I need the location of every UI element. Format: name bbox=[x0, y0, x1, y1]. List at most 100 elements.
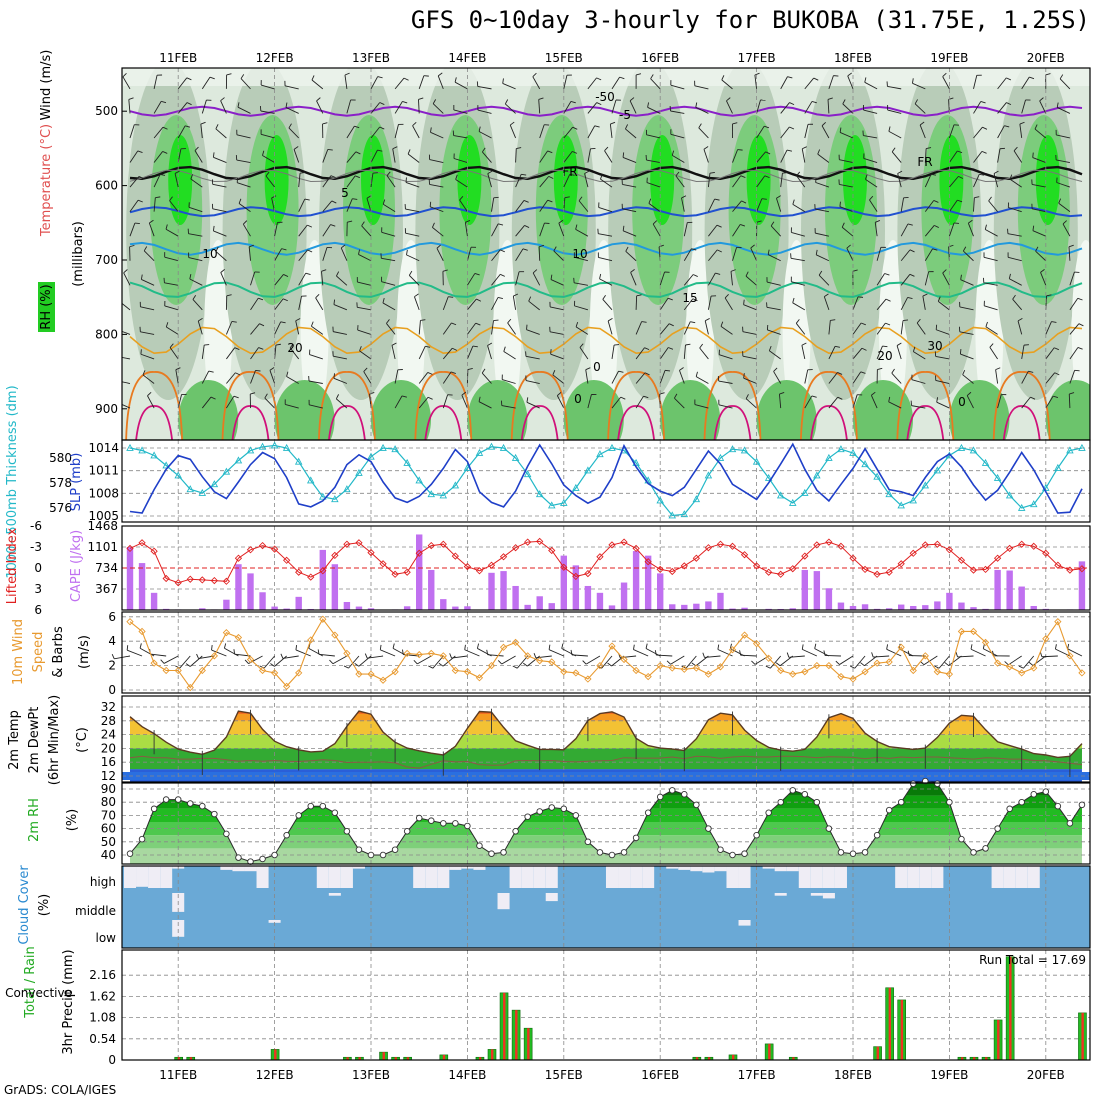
wind-barb bbox=[386, 175, 396, 188]
wind-barb-flag bbox=[726, 97, 731, 102]
wind-barb-flag bbox=[578, 196, 583, 202]
wind10m-speed-point bbox=[1006, 663, 1014, 671]
wind-barb bbox=[491, 320, 494, 335]
thickness-point bbox=[957, 443, 966, 451]
wind-barb bbox=[823, 296, 830, 310]
wind-barb bbox=[538, 99, 541, 114]
li-tick-label: -6 bbox=[30, 519, 42, 533]
wind-barb bbox=[309, 404, 323, 409]
wind-barb bbox=[466, 345, 474, 360]
wind-barb-flag bbox=[665, 369, 671, 372]
cape-bar bbox=[150, 592, 158, 610]
wind-barb-flag bbox=[614, 344, 620, 346]
temp2m-tick-label: 12 bbox=[101, 769, 116, 783]
wind-barb-flag bbox=[1040, 268, 1045, 273]
wind-barb-flag bbox=[386, 171, 391, 176]
wind-barb bbox=[949, 176, 959, 188]
wind-barb-flag bbox=[523, 200, 529, 203]
thickness-point bbox=[367, 452, 375, 460]
wind-barb bbox=[563, 174, 571, 188]
wind-barb bbox=[630, 272, 637, 286]
wind10m-barb-flag bbox=[343, 665, 349, 669]
wind-barb bbox=[767, 329, 781, 335]
wind-barb bbox=[311, 325, 324, 335]
wind-barb-flag bbox=[1012, 294, 1016, 300]
wind-barb-flag bbox=[885, 298, 891, 302]
wind-barb-flag bbox=[585, 367, 591, 371]
y-tick-label: 500 bbox=[95, 104, 118, 118]
wind10m-speed-point bbox=[1066, 652, 1074, 660]
isotherm-line bbox=[129, 281, 1083, 298]
wind-barb bbox=[436, 248, 444, 261]
wind-barb-flag bbox=[980, 101, 986, 104]
wind-barb bbox=[801, 148, 806, 163]
wind10m-speed-point bbox=[355, 670, 363, 678]
wind-barb bbox=[429, 159, 444, 163]
wind10m-speed-point bbox=[1054, 618, 1062, 626]
y-tick-label: 700 bbox=[95, 253, 118, 267]
cloud-clear-block bbox=[690, 866, 703, 872]
wind-barb bbox=[767, 254, 781, 262]
wind-barb bbox=[344, 74, 348, 89]
wind10m-speed-point bbox=[379, 676, 387, 684]
wind10m-speed-point bbox=[680, 665, 688, 673]
wind-barb bbox=[863, 157, 878, 163]
wind10m-tick-label: 0 bbox=[108, 683, 116, 697]
wind-barb-flag bbox=[604, 146, 609, 152]
wind-barb-flag bbox=[382, 199, 386, 205]
wind-barb bbox=[236, 159, 251, 163]
wind-barb bbox=[745, 275, 757, 286]
lifted-index-point bbox=[126, 544, 134, 553]
rh2m-point bbox=[632, 834, 640, 842]
wind10m-speed-point bbox=[548, 658, 556, 666]
wind-barb bbox=[780, 76, 788, 90]
wind-barb bbox=[938, 300, 950, 311]
y-axis-label-temp-units: (°C) bbox=[75, 727, 90, 753]
wind-barb-flag bbox=[962, 246, 967, 252]
wind-barb bbox=[311, 79, 324, 90]
wind-barb bbox=[839, 159, 854, 163]
wind-barb-flag bbox=[909, 249, 915, 253]
wind-barb-flag bbox=[786, 149, 793, 152]
wind-barb bbox=[721, 79, 733, 90]
wind-barb-flag bbox=[575, 224, 578, 230]
wind-barb bbox=[1069, 323, 1080, 335]
cape-bar bbox=[536, 596, 543, 610]
rh2m-point bbox=[584, 838, 592, 846]
wind-barb bbox=[599, 278, 613, 286]
x-tick-label-top: 20FEB bbox=[1027, 51, 1065, 65]
wind-barb-flag bbox=[932, 248, 938, 251]
wind-barb bbox=[539, 124, 545, 139]
wind-barb-flag bbox=[1019, 121, 1025, 125]
wind-barb bbox=[960, 279, 974, 286]
wind-barb bbox=[284, 85, 299, 90]
wind-barb-flag bbox=[280, 321, 286, 324]
wind-barb bbox=[165, 228, 179, 237]
cape-bar bbox=[512, 585, 519, 610]
cloud-clear-block bbox=[762, 866, 775, 869]
wind-barb bbox=[549, 331, 564, 335]
thickness-point bbox=[415, 476, 423, 484]
wind-barb-flag bbox=[209, 76, 215, 80]
wind-barb bbox=[467, 298, 477, 311]
wind-barb bbox=[587, 148, 591, 163]
isotherm-arch-warm bbox=[617, 405, 655, 440]
wind-barb bbox=[703, 149, 709, 163]
wind-barb-flag bbox=[234, 347, 240, 350]
wind-barb bbox=[466, 247, 472, 261]
wind-barb bbox=[973, 126, 983, 139]
thickness-point bbox=[282, 443, 291, 451]
wind-barb bbox=[370, 173, 374, 188]
wind-barb-flag bbox=[644, 347, 650, 351]
wind-barb bbox=[629, 100, 637, 114]
wind-barb bbox=[960, 353, 974, 360]
wind-barb-flag bbox=[552, 370, 556, 375]
wind-barb bbox=[780, 173, 783, 188]
wind-barb bbox=[900, 297, 909, 311]
wind-barb-flag bbox=[550, 274, 553, 280]
wind-barb-flag bbox=[716, 224, 722, 228]
wind-barb bbox=[869, 199, 878, 212]
wind10m-barb-flag bbox=[233, 649, 236, 655]
isotherm-arch bbox=[318, 371, 376, 440]
